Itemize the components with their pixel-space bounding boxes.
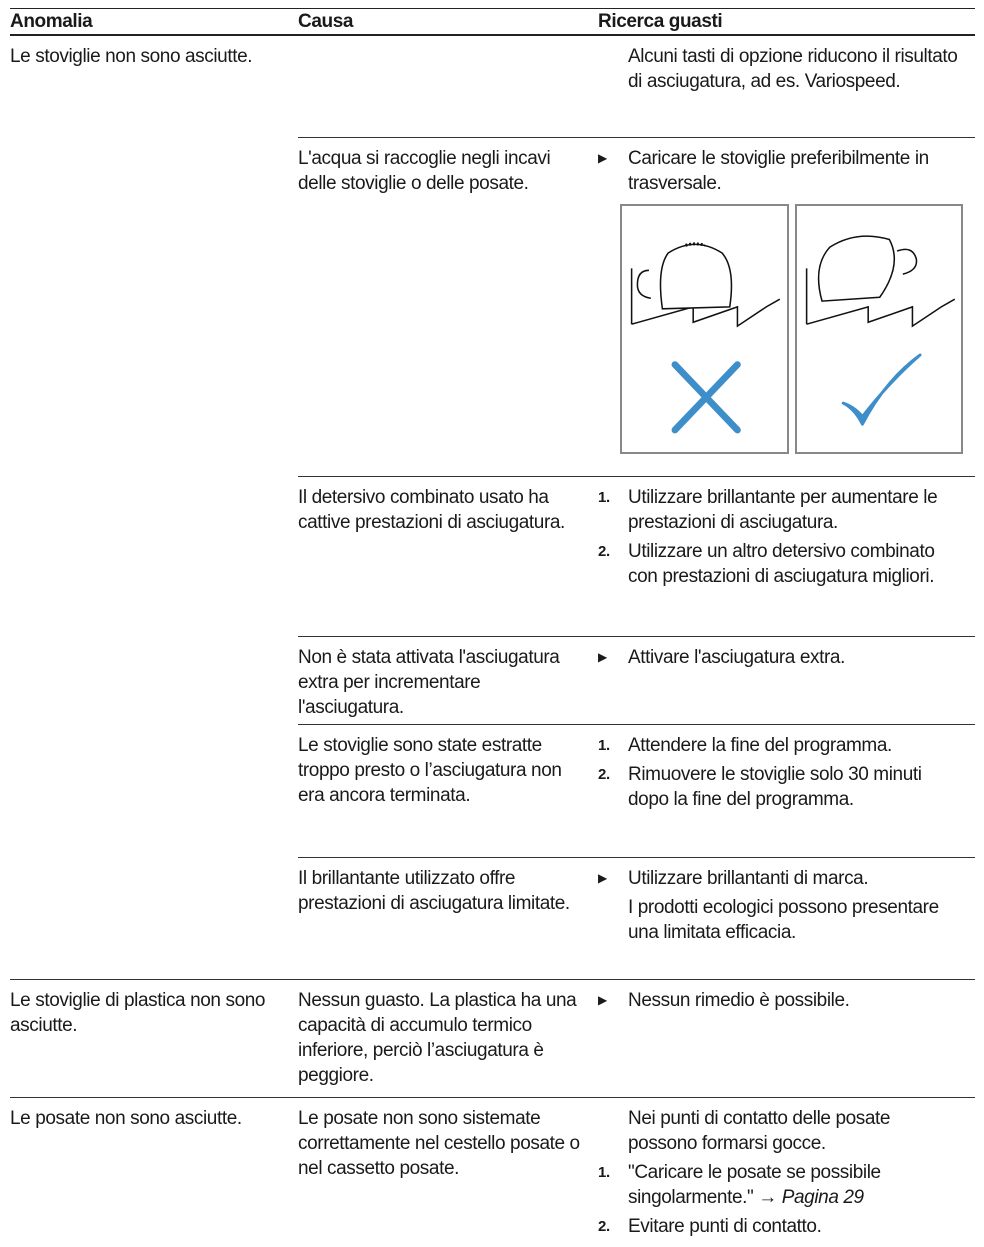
table-row: Il brillantante utilizzato offre prestaz…	[10, 856, 975, 979]
remedy-text: Nessun rimedio è possibile.	[628, 988, 850, 1013]
step-number: 1.	[598, 1163, 610, 1181]
remedy-item: Nei punti di contatto delle posate posso…	[598, 1106, 963, 1156]
bullet	[598, 44, 628, 94]
text: Caricare le stoviglie preferibilmente in…	[628, 147, 929, 194]
column-header: Ricerca guasti	[598, 8, 975, 36]
bullet	[598, 895, 628, 945]
correct-loading	[794, 203, 963, 454]
table-body: Le stoviglie non sono asciutte. Alcuni ta…	[10, 34, 975, 1247]
problem-cell: Le stoviglie non sono asciutte.	[10, 34, 298, 979]
illustration	[620, 203, 963, 454]
cause-cell: L'acqua si raccoglie negli incavi delle …	[298, 136, 598, 476]
text: Utilizzare brillantante per aumentare le…	[628, 486, 938, 533]
table-row: L'acqua si raccoglie negli incavi delle …	[10, 136, 975, 476]
cause-cell: Le posate non sono sistemate correttamen…	[298, 1096, 598, 1247]
remedy-item: ▶ Caricare le stoviglie preferibilmente i…	[598, 146, 963, 196]
table-row: Le posate non sono asciutte. Le posate no…	[10, 1096, 975, 1247]
remedy-text: "Caricare le posate se possibile singola…	[628, 1161, 881, 1208]
remedy-text: Nei punti di contatto delle posate posso…	[628, 1106, 963, 1156]
text: Utilizzare un altro detersivo combinato …	[628, 540, 935, 587]
remedy-cell: ▶ Caricare le stoviglie preferibilmente i…	[598, 136, 975, 476]
remedy-cell: 1. Attendere la fine del programma. 2. Rimu…	[598, 723, 975, 857]
remedy-text: Utilizzare brillantanti di marca.	[628, 866, 869, 891]
remedy-item: Alcuni tasti di opzione riducono il risu…	[598, 44, 963, 94]
bullet: ▶	[598, 649, 607, 664]
text: Attendere la fine del programma.	[628, 734, 892, 756]
remedy-cell: ▶ Nessun rimedio è possibile.	[598, 978, 975, 1097]
problem-cell: Le stoviglie di plastica non sono asciut…	[10, 978, 298, 1097]
table-row: Il detersivo combinato usato ha cattive …	[10, 475, 975, 636]
remedy-cell: ▶ Attivare l'asciugatura extra.	[598, 635, 975, 724]
text: Attivare l'asciugatura extra.	[628, 646, 845, 668]
step-number: 1.	[598, 736, 610, 754]
remedy-text: Caricare le stoviglie preferibilmente in…	[628, 146, 963, 196]
remedy-text: Rimuovere le stoviglie solo 30 minuti do…	[628, 762, 963, 812]
cause-cell	[298, 34, 598, 137]
table-row: Non è stata attivata l'asciugatura extra…	[10, 635, 975, 724]
remedy-text: Alcuni tasti di opzione riducono il risu…	[628, 44, 963, 94]
text: "Caricare le posate se possibile singola…	[628, 1161, 881, 1208]
remedy-cell: ▶ Utilizzare brillantanti di marca. I prod…	[598, 856, 975, 979]
remedy-item: I prodotti ecologici possono presentare …	[598, 895, 963, 945]
remedy-text: Attendere la fine del programma.	[628, 733, 892, 758]
bullet: ▶	[598, 150, 607, 165]
cause-cell: Non è stata attivata l'asciugatura extra…	[298, 635, 598, 724]
cause-cell: Il brillantante utilizzato offre prestaz…	[298, 856, 598, 979]
remedy-item: 2. Utilizzare un altro detersivo combinat…	[598, 539, 963, 589]
remedy-item: 2. Evitare punti di contatto.	[598, 1214, 963, 1239]
remedy-text: Evitare punti di contatto.	[628, 1214, 822, 1239]
bullet: ▶	[598, 870, 607, 885]
column-header: Causa	[298, 8, 598, 36]
cause-cell: Nessun guasto. La plastica ha una capaci…	[298, 978, 598, 1097]
remedy-text: I prodotti ecologici possono presentare …	[628, 895, 963, 945]
remedy-text: Utilizzare un altro detersivo combinato …	[628, 539, 963, 589]
troubleshooting-table: Anomalia Causa Ricerca guasti Le stovigl…	[10, 8, 975, 1247]
remedy-item: ▶ Utilizzare brillantanti di marca.	[598, 866, 963, 891]
text: Evitare punti di contatto.	[628, 1215, 822, 1237]
text: I prodotti ecologici possono presentare …	[628, 896, 939, 943]
text: Nessun rimedio è possibile.	[628, 989, 850, 1011]
bullet: ▶	[598, 992, 607, 1007]
text: Nei punti di contatto delle posate posso…	[628, 1107, 891, 1154]
step-number: 2.	[598, 1217, 610, 1235]
text: Rimuovere le stoviglie solo 30 minuti do…	[628, 763, 922, 810]
text: Alcuni tasti di opzione riducono il risu…	[628, 46, 958, 92]
remedy-text: Attivare l'asciugatura extra.	[628, 645, 845, 670]
wrong-loading	[620, 203, 789, 454]
cause-cell: Le stoviglie sono state estratte troppo …	[298, 723, 598, 857]
remedy-cell: Nei punti di contatto delle posate posso…	[598, 1096, 975, 1247]
cause-cell: Il detersivo combinato usato ha cattive …	[298, 475, 598, 636]
bullet	[598, 1106, 628, 1156]
text: Utilizzare brillantanti di marca.	[628, 867, 869, 889]
remedy-item: ▶ Attivare l'asciugatura extra.	[598, 645, 963, 670]
column-header: Anomalia	[10, 8, 298, 36]
remedy-item: 2. Rimuovere le stoviglie solo 30 minuti …	[598, 762, 963, 812]
remedy-item: 1. Utilizzare brillantante per aumentare …	[598, 485, 963, 535]
remedy-item: ▶ Nessun rimedio è possibile.	[598, 988, 963, 1013]
step-number: 1.	[598, 488, 610, 506]
remedy-cell: Alcuni tasti di opzione riducono il risu…	[598, 34, 975, 137]
table-row: Le stoviglie non sono asciutte. Alcuni ta…	[10, 34, 975, 979]
page-link[interactable]: Pagina 29	[781, 1186, 864, 1208]
step-number: 2.	[598, 542, 610, 560]
problem-cell: Le posate non sono asciutte.	[10, 1096, 298, 1247]
remedy-text: Utilizzare brillantante per aumentare le…	[628, 485, 963, 535]
step-number: 2.	[598, 765, 610, 783]
remedy-item: 1. Attendere la fine del programma.	[598, 733, 963, 758]
remedy-cell: 1. Utilizzare brillantante per aumentare …	[598, 475, 975, 636]
table-row: Le stoviglie sono state estratte troppo …	[10, 723, 975, 857]
remedy-item: 1. "Caricare le posate se possibile singo…	[598, 1160, 963, 1210]
table-row: Le stoviglie di plastica non sono asciut…	[10, 978, 975, 1097]
